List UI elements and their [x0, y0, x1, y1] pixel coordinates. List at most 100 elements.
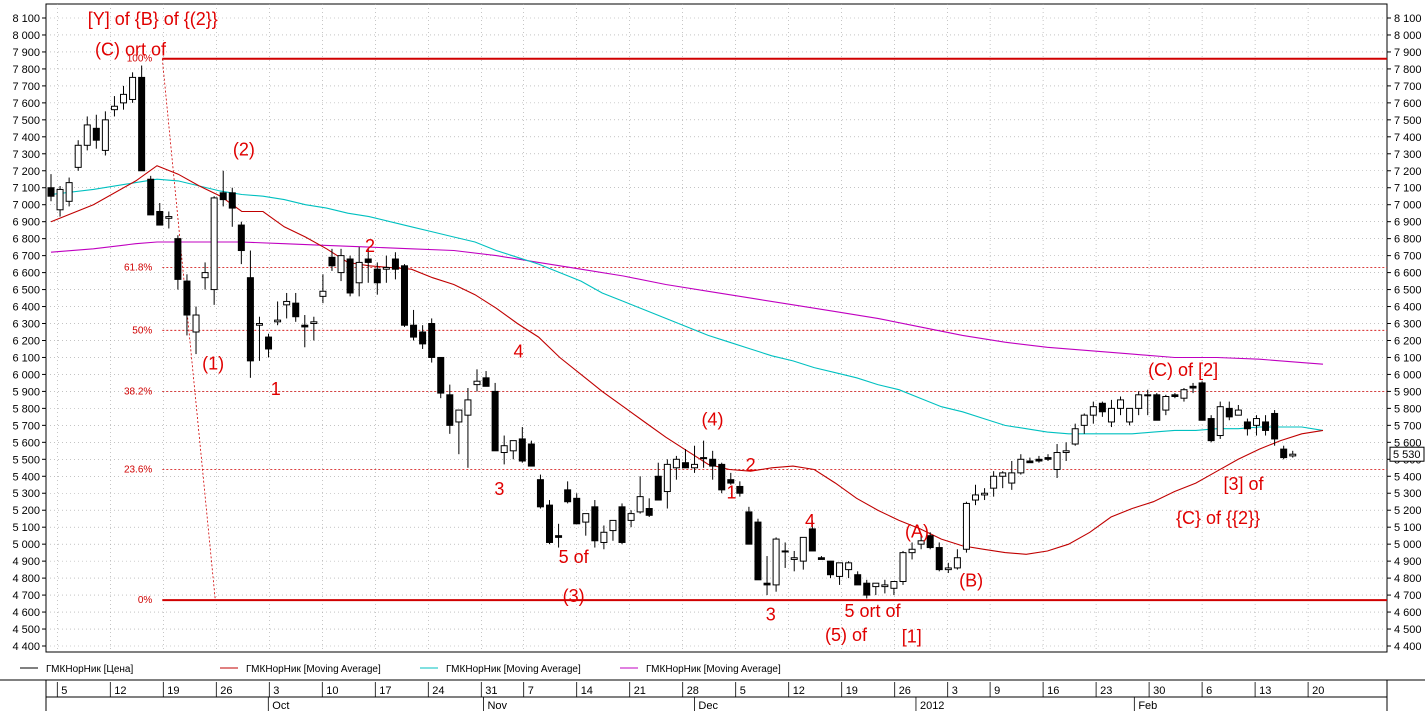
candle[interactable] [1135, 391, 1143, 416]
candle[interactable] [1216, 401, 1224, 439]
candle[interactable] [310, 316, 318, 341]
candle[interactable] [591, 500, 599, 548]
candle[interactable] [772, 537, 780, 592]
candle[interactable] [219, 170, 227, 207]
candle[interactable] [1089, 401, 1097, 424]
candle[interactable] [700, 440, 708, 468]
candle[interactable] [546, 500, 554, 545]
candle[interactable] [56, 186, 64, 217]
candle[interactable] [255, 316, 263, 361]
candle[interactable] [283, 292, 291, 319]
candle[interactable] [745, 506, 753, 545]
candle[interactable] [663, 459, 671, 509]
candle[interactable] [582, 513, 590, 536]
candle[interactable] [1035, 455, 1043, 463]
candle[interactable] [1098, 401, 1106, 417]
candle[interactable] [110, 96, 118, 117]
candle[interactable] [754, 518, 762, 581]
candle[interactable] [917, 535, 925, 550]
candle[interactable] [183, 274, 191, 336]
candle[interactable] [799, 536, 807, 570]
candle[interactable] [500, 435, 508, 465]
candle[interactable] [92, 114, 100, 149]
candle[interactable] [464, 388, 472, 468]
candle[interactable] [518, 427, 526, 463]
candle[interactable] [355, 247, 363, 297]
candle[interactable] [101, 111, 109, 156]
candle[interactable] [419, 325, 427, 349]
candle[interactable] [1117, 396, 1125, 416]
candle[interactable] [246, 250, 254, 378]
candle[interactable] [926, 532, 934, 550]
candle[interactable] [881, 579, 889, 594]
candle[interactable] [573, 493, 581, 525]
candle[interactable] [446, 384, 454, 434]
candle[interactable] [455, 409, 463, 455]
candle[interactable] [672, 455, 680, 480]
candle[interactable] [509, 440, 517, 460]
candle[interactable] [1107, 399, 1115, 428]
candle[interactable] [817, 556, 825, 560]
candle[interactable] [1171, 393, 1179, 399]
candle[interactable] [727, 472, 735, 485]
candle[interactable] [237, 221, 245, 265]
candle[interactable] [944, 562, 952, 574]
candle[interactable] [908, 542, 916, 560]
candle[interactable] [192, 306, 200, 355]
candle[interactable] [428, 318, 436, 363]
candle[interactable] [83, 116, 91, 151]
candle[interactable] [473, 369, 481, 392]
candle[interactable] [981, 488, 989, 501]
candle[interactable] [654, 462, 662, 501]
candle[interactable] [156, 203, 164, 226]
candle[interactable] [1144, 389, 1152, 416]
candle[interactable] [863, 579, 871, 599]
candle[interactable] [718, 462, 726, 494]
candle[interactable] [1180, 388, 1188, 402]
candle[interactable] [364, 248, 372, 283]
candle[interactable] [1017, 454, 1025, 475]
candle[interactable] [129, 72, 137, 103]
candle[interactable] [645, 498, 653, 518]
candle[interactable] [1071, 423, 1079, 446]
candle[interactable] [962, 501, 970, 553]
candle[interactable] [1008, 460, 1016, 490]
candle[interactable] [681, 449, 689, 469]
candle[interactable] [373, 262, 381, 295]
candle[interactable] [147, 175, 155, 216]
candle[interactable] [1243, 418, 1251, 436]
candle[interactable] [482, 371, 490, 387]
candle[interactable] [890, 581, 898, 596]
candle[interactable] [210, 196, 218, 305]
candle[interactable] [808, 520, 816, 552]
candle[interactable] [437, 356, 445, 399]
candle[interactable] [410, 309, 418, 341]
candle[interactable] [74, 140, 82, 171]
candle[interactable] [790, 550, 798, 572]
candle[interactable] [1225, 401, 1233, 421]
candle[interactable] [400, 264, 408, 327]
candle[interactable] [527, 440, 535, 467]
candle[interactable] [1053, 444, 1061, 478]
candle[interactable] [1198, 381, 1206, 421]
candle[interactable] [845, 561, 853, 579]
candle[interactable] [872, 582, 880, 596]
candle[interactable] [1062, 442, 1070, 461]
candle[interactable] [328, 248, 336, 271]
candle[interactable] [899, 550, 907, 585]
candle[interactable] [935, 542, 943, 572]
candle[interactable] [301, 315, 309, 348]
candle[interactable] [1252, 415, 1260, 436]
candle[interactable] [1207, 415, 1215, 443]
candle[interactable] [953, 549, 961, 570]
candle[interactable] [990, 471, 998, 497]
candle[interactable] [1234, 404, 1242, 416]
candle[interactable] [65, 177, 73, 207]
candle[interactable] [1271, 410, 1279, 446]
candle[interactable] [636, 476, 644, 514]
candle[interactable] [600, 525, 608, 550]
candle[interactable] [763, 556, 771, 596]
candle[interactable] [1289, 450, 1297, 458]
candle[interactable] [536, 474, 544, 509]
